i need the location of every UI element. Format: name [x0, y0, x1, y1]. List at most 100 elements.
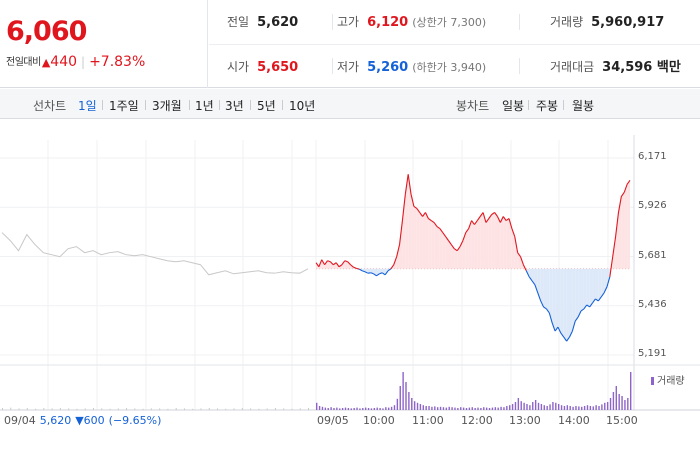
price-line-segment	[563, 336, 568, 342]
up-area-fill	[477, 216, 481, 269]
volume-bar	[350, 408, 352, 410]
price-line-segment	[321, 259, 326, 266]
volume-legend: 거래량	[651, 372, 685, 387]
up-area-fill	[514, 236, 518, 269]
volume-bar	[506, 406, 508, 410]
volume-bar	[59, 408, 61, 410]
price-line-segment	[324, 260, 328, 266]
down-area-fill	[549, 268, 553, 324]
price-line-segment	[436, 226, 441, 230]
tab-5year[interactable]: 5년	[257, 99, 276, 113]
price-line-segment	[505, 218, 510, 221]
price-line-segment	[422, 212, 426, 217]
price-chart[interactable]: 6,171 5,926 5,681 5,436 5,191 거래량	[0, 120, 700, 450]
price-line-segment	[459, 240, 464, 247]
volume-bar	[586, 405, 589, 410]
volume-bar	[370, 408, 373, 410]
volume-bar	[485, 407, 488, 410]
x-axis: 09/04 5,620 ▼600 (−9.65%) 09/05 10:00 11:00…	[0, 414, 700, 430]
down-area-fill	[557, 268, 561, 334]
tab-1year[interactable]: 1년	[195, 99, 214, 113]
tab-weekly-candle[interactable]: 주봉	[536, 99, 559, 113]
volume-bar	[159, 408, 161, 410]
up-area-fill	[439, 228, 443, 269]
up-area-fill	[422, 212, 426, 269]
volume-bar	[367, 408, 370, 410]
price-line-segment	[595, 298, 599, 302]
volume-bar	[183, 408, 185, 410]
up-area-fill	[618, 196, 622, 269]
volume-bar	[601, 404, 603, 410]
up-area-fill	[405, 174, 409, 269]
price-line-segment	[361, 270, 366, 273]
price-line-segment	[404, 174, 409, 195]
up-triangle-icon: ▲	[41, 56, 51, 69]
volume-bar	[225, 408, 227, 410]
volume-bar	[167, 408, 169, 410]
divider	[209, 44, 700, 45]
tab-1day[interactable]: 1일	[78, 99, 97, 113]
stat-trade-value: 거래대금 34,596 백만	[550, 60, 681, 75]
volume-bar	[520, 401, 522, 410]
up-area-fill	[425, 212, 429, 269]
price-line-segment	[413, 205, 418, 209]
volume-bar	[575, 406, 577, 410]
volume-bar	[537, 402, 540, 410]
tab-daily-candle[interactable]: 일봉	[502, 99, 525, 113]
volume-bar	[434, 406, 436, 410]
volume-bar	[347, 408, 350, 410]
y-tick-label: 5,191	[638, 348, 667, 359]
volume-bar	[233, 408, 235, 410]
x-tick-label: 14:00	[558, 414, 590, 427]
price-line-segment	[551, 322, 556, 332]
volume-bar	[308, 408, 309, 410]
volume-bar	[117, 408, 119, 410]
volume-bar	[266, 408, 268, 410]
volume-bar	[416, 402, 419, 410]
volume-bar	[460, 407, 462, 410]
volume-bar	[543, 405, 545, 410]
tab-3year[interactable]: 3년	[225, 99, 244, 113]
volume-bar	[324, 407, 327, 410]
volume-bar	[413, 401, 416, 410]
stat-open: 시가 5,650	[227, 60, 299, 75]
price-line-segment	[396, 244, 401, 257]
volume-bar	[517, 398, 520, 410]
volume-bar	[555, 402, 557, 410]
volume-bar	[339, 408, 341, 410]
tab-monthly-candle[interactable]: 월봉	[572, 99, 595, 113]
prev-day-change: ▼600	[75, 414, 105, 427]
volume-bar	[488, 408, 491, 410]
up-area-fill	[460, 240, 463, 269]
up-area-fill	[497, 216, 501, 269]
volume-bar	[448, 406, 450, 410]
tab-10year[interactable]: 10년	[289, 99, 316, 113]
down-area-fill	[546, 268, 550, 313]
volume-bar	[241, 408, 243, 410]
volume-bar	[26, 408, 28, 410]
down-area-fill	[583, 268, 587, 309]
up-area-fill	[509, 218, 512, 269]
tab-3month[interactable]: 3개월	[152, 99, 182, 113]
price-line-segment	[445, 236, 449, 241]
up-area-fill	[483, 212, 486, 269]
up-area-fill	[485, 218, 489, 269]
volume-bar	[439, 406, 442, 410]
tab-1week[interactable]: 1주일	[109, 99, 139, 113]
price-line-segment	[577, 310, 582, 318]
price-line-segment	[315, 262, 320, 268]
up-area-fill	[462, 232, 466, 269]
down-area-fill	[555, 268, 558, 332]
price-line-segment	[609, 256, 614, 277]
volume-bar	[126, 408, 128, 410]
price-line-segment	[540, 300, 545, 308]
x-tick-label: 13:00	[509, 414, 541, 427]
volume-bar	[465, 408, 468, 410]
up-area-fill	[402, 194, 406, 269]
volume-bar	[396, 398, 399, 410]
price-line-segment	[566, 336, 570, 342]
volume-bar	[624, 400, 626, 410]
volume-bar	[2, 408, 3, 410]
volume-bar	[598, 406, 600, 410]
price-line-segment	[318, 259, 323, 267]
